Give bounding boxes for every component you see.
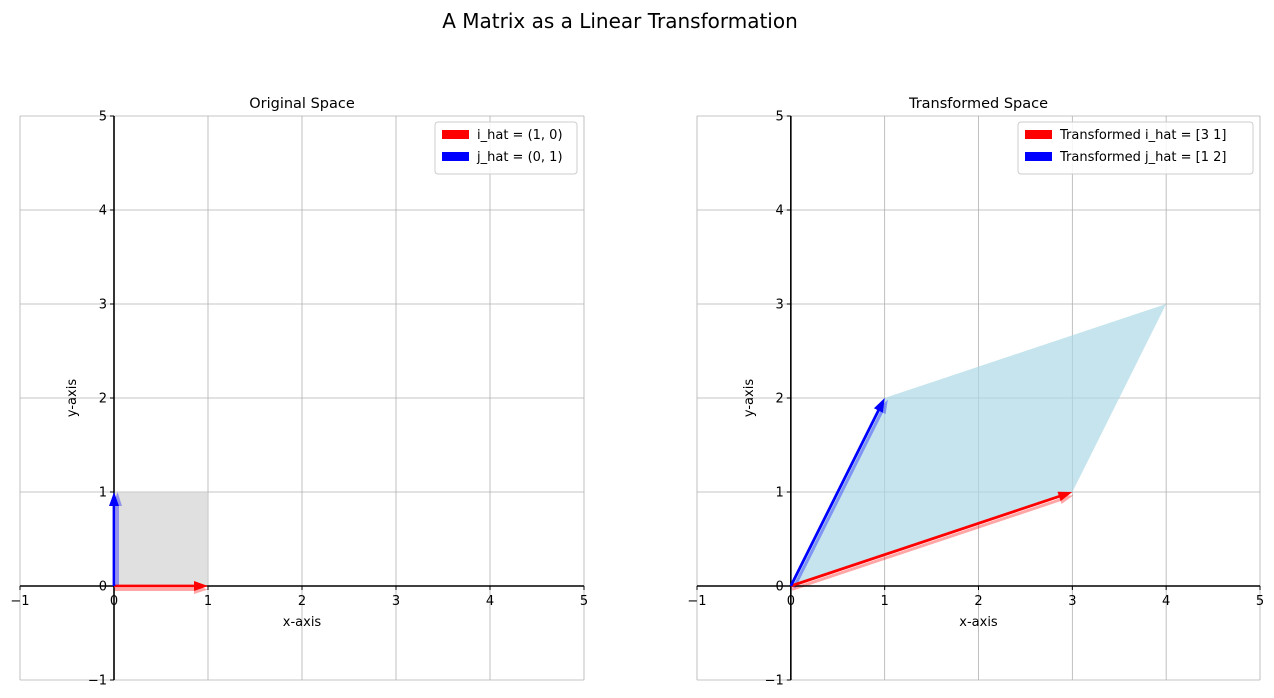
vector-ghost <box>113 492 122 586</box>
y-tick-label: 5 <box>776 110 784 125</box>
panel-transformed-space: −1 0 1 2 3 4 5 −1 0 1 2 3 4 5 Transformed Space x-axis y… <box>687 96 1264 689</box>
legend-swatch-i-hat <box>442 130 469 139</box>
vector-ghost <box>792 399 888 589</box>
x-tick-label: 4 <box>486 594 494 609</box>
y-tick-label: −1 <box>765 674 784 689</box>
panel-title: Transformed Space <box>908 96 1048 112</box>
y-tick-label: −1 <box>88 674 107 689</box>
x-tick-label: 5 <box>1256 594 1264 609</box>
y-tick-label: 0 <box>776 580 784 595</box>
y-tick-label: 0 <box>99 580 107 595</box>
vector-i-hat <box>114 581 208 591</box>
legend-frame <box>1017 121 1254 175</box>
legend-entry: j_hat = (0, 1) <box>476 150 563 165</box>
y-tick-label: 4 <box>99 204 107 219</box>
panel-original-space: −1 0 1 2 3 4 5 −1 0 1 2 3 4 5 Original Space x-axis y-ax… <box>10 96 588 689</box>
legend: i_hat = (1, 0) j_hat = (0, 1) <box>434 121 578 175</box>
x-axis-label: x-axis <box>283 615 322 630</box>
x-tick-label: −1 <box>687 594 706 609</box>
y-tick-label: 4 <box>776 204 784 219</box>
vector-j-hat <box>109 492 119 586</box>
y-tick-label: 1 <box>99 486 107 501</box>
vector-ghost <box>791 495 1074 591</box>
transformed-area <box>790 304 1167 586</box>
figure-title: A Matrix as a Linear Transformation <box>442 9 798 33</box>
x-tick-label: 0 <box>110 594 118 609</box>
x-tick-label: 1 <box>881 594 889 609</box>
transformed-area <box>114 492 208 586</box>
y-tick-label: 3 <box>776 298 784 313</box>
x-tick-label: 1 <box>204 594 212 609</box>
x-tick-label: 3 <box>392 594 400 609</box>
panel-title: Original Space <box>249 96 355 112</box>
x-tick-label: 0 <box>787 594 795 609</box>
legend-swatch-j-hat <box>442 152 469 161</box>
y-tick-label: 1 <box>776 486 784 501</box>
x-axis-label: x-axis <box>959 615 998 630</box>
vector-i-hat <box>790 491 1073 588</box>
legend-frame <box>434 121 578 175</box>
y-axis-label: y-axis <box>65 379 80 417</box>
vector-j-hat <box>789 398 885 587</box>
x-tick-label: 3 <box>1068 594 1076 609</box>
legend-entry: Transformed i_hat = [3 1] <box>1059 128 1226 143</box>
x-tick-label: −1 <box>10 594 29 609</box>
y-tick-label: 2 <box>776 392 784 407</box>
legend-entry: i_hat = (1, 0) <box>477 128 563 143</box>
x-tick-label: 4 <box>1162 594 1170 609</box>
y-tick-label: 5 <box>99 110 107 125</box>
x-tick-label: 5 <box>580 594 588 609</box>
x-tick-label: 2 <box>298 594 306 609</box>
legend-swatch-j-hat <box>1025 152 1052 161</box>
legend-entry: Transformed j_hat = [1 2] <box>1059 150 1226 165</box>
y-tick-label: 3 <box>99 298 107 313</box>
y-axis-label: y-axis <box>742 379 757 417</box>
legend: Transformed i_hat = [3 1] Transformed j_h… <box>1017 121 1254 175</box>
y-tick-label: 2 <box>99 392 107 407</box>
vector-ghost <box>114 585 208 594</box>
x-tick-label: 2 <box>974 594 982 609</box>
legend-swatch-i-hat <box>1025 130 1052 139</box>
